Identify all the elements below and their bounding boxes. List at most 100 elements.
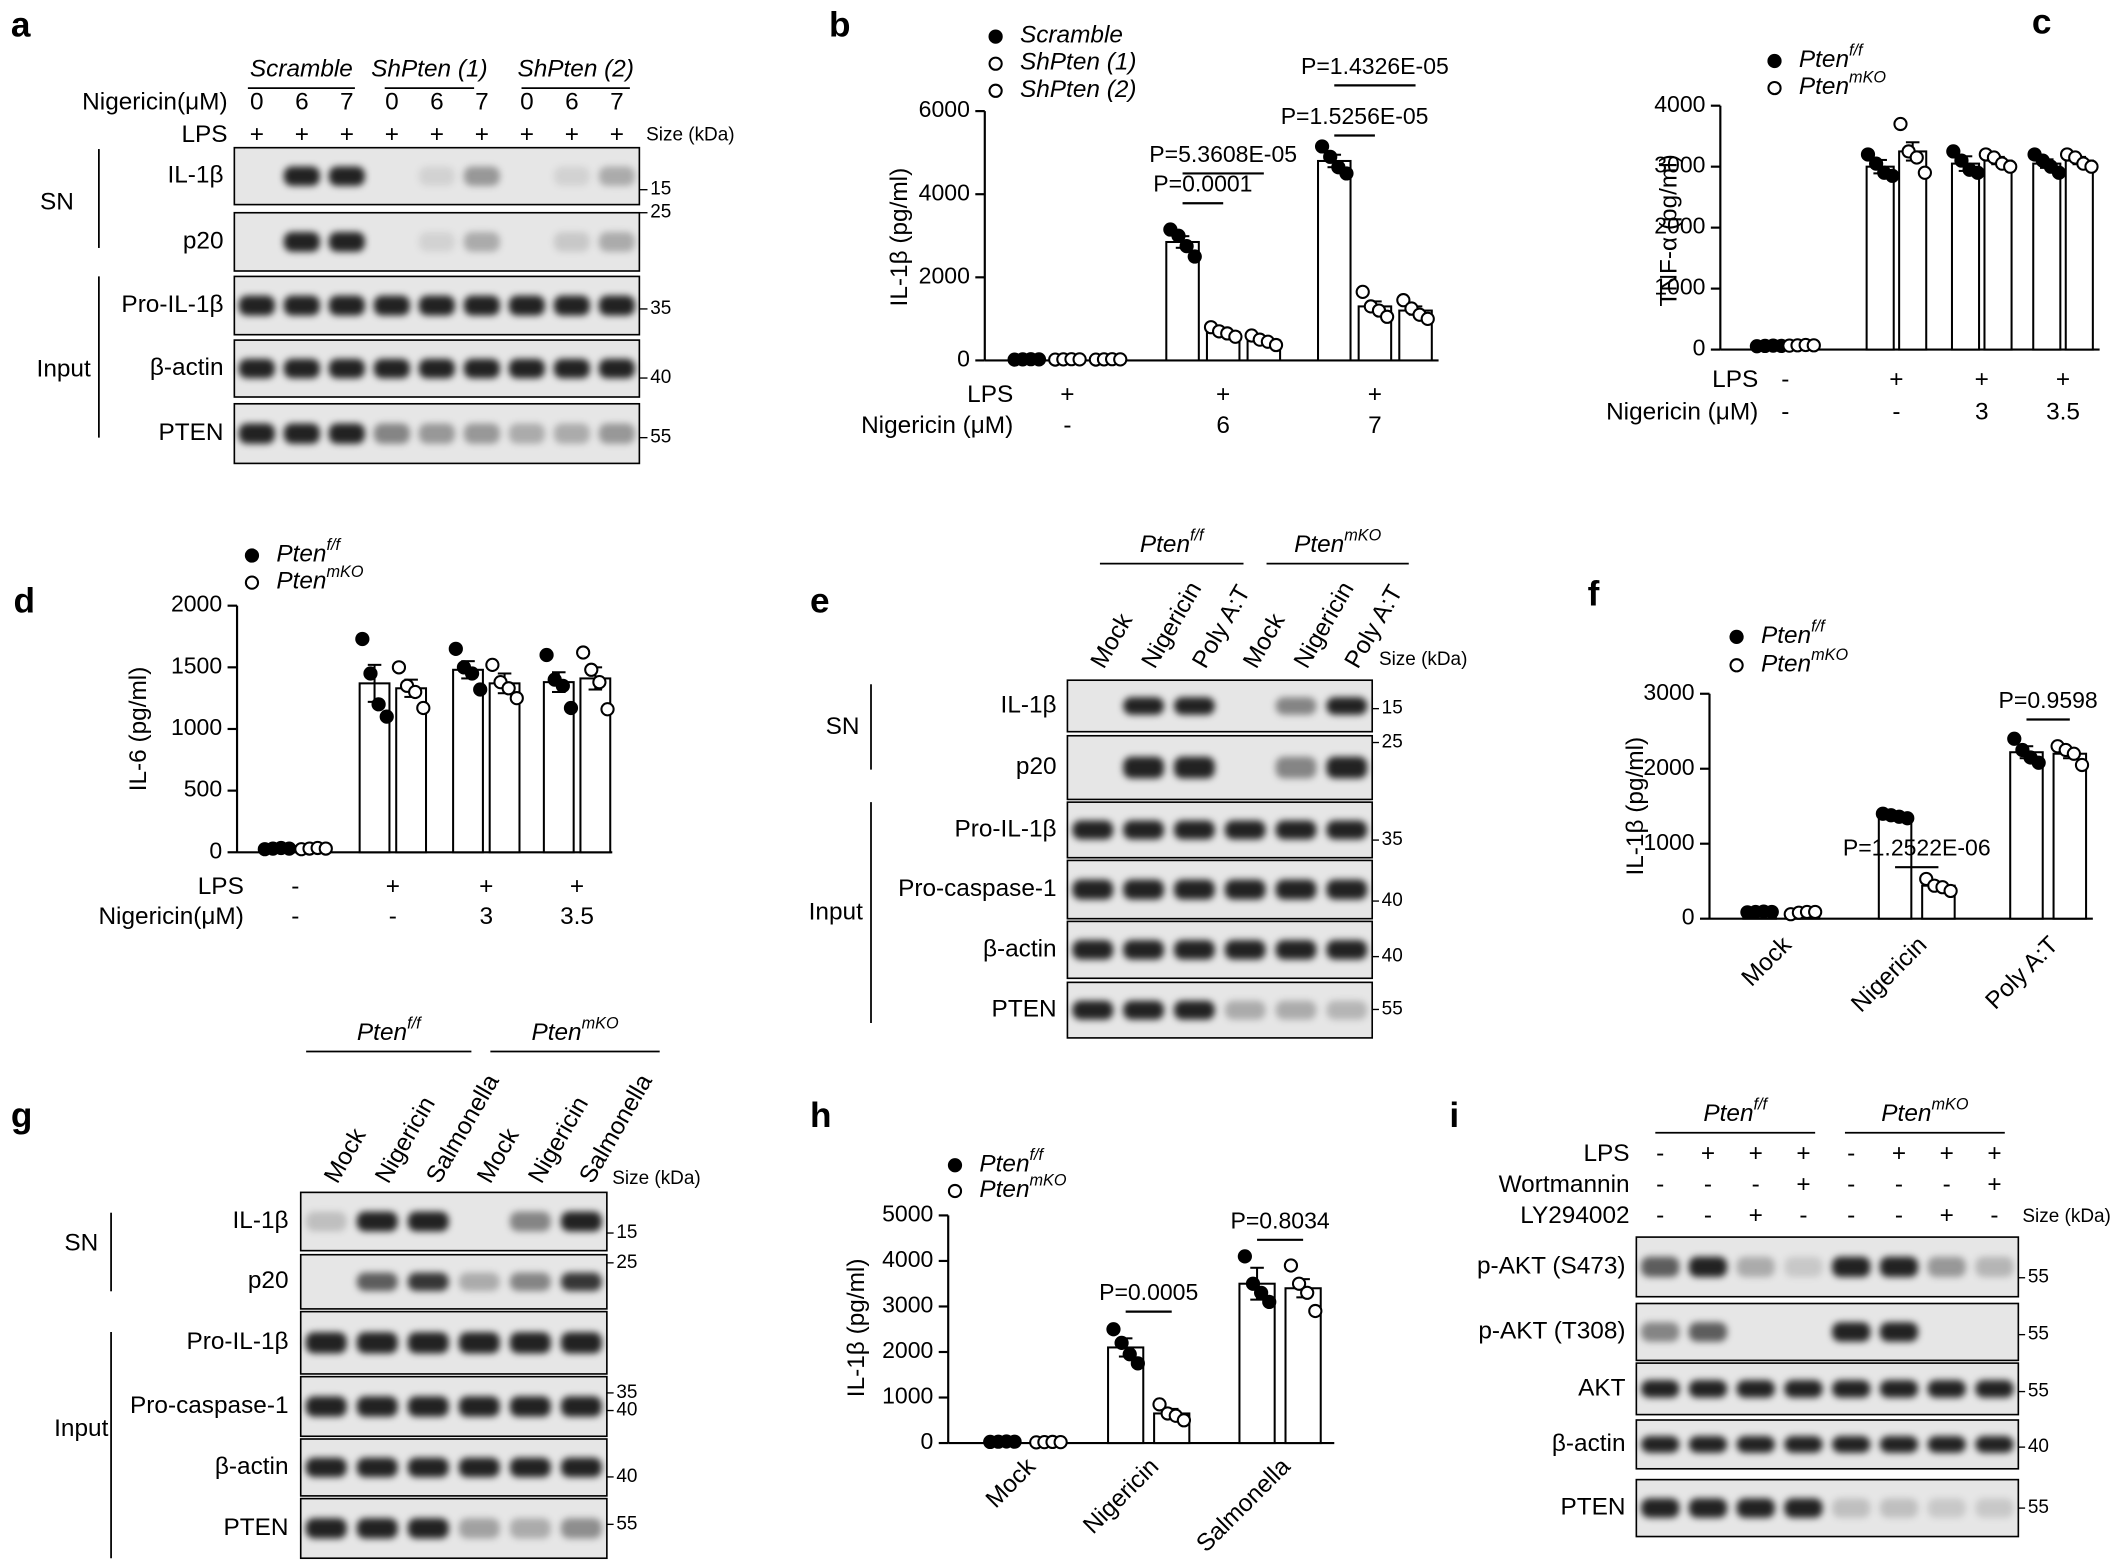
condition-value: + [1796, 1140, 1810, 1167]
row-label: p20 [1016, 753, 1057, 780]
band [328, 423, 365, 444]
size-label: Size (kDa) [612, 1168, 700, 1189]
group-label-superscript: f/f [407, 1015, 422, 1033]
band [1879, 1322, 1919, 1342]
condition-value: - [1656, 1202, 1664, 1229]
band [1927, 1498, 1966, 1518]
legend-label-name: Pten [1799, 46, 1849, 73]
band [1224, 879, 1266, 900]
y-tick-label: 0 [1682, 904, 1695, 930]
group-label-name: ShPten (2) [517, 56, 634, 83]
legend-label: Ptenf/f [1761, 618, 1826, 650]
lane-label: Mock [1086, 608, 1139, 673]
y-axis-label: TNF-α (pg/ml) [1656, 154, 1683, 306]
data-point [1053, 1435, 1068, 1450]
band [560, 1211, 602, 1232]
row-label: Pro-caspase-1 [130, 1392, 288, 1419]
band [1072, 820, 1114, 840]
legend-label-superscript: mKO [1030, 1172, 1067, 1190]
y-tick-label: 0 [921, 1428, 934, 1454]
y-tick-label: 4000 [882, 1246, 933, 1272]
band [458, 1518, 500, 1539]
group-label-name: Pten [531, 1019, 581, 1046]
data-point [1254, 1285, 1269, 1300]
row-label: PTEN [992, 996, 1057, 1023]
legend-label-superscript: f/f [1030, 1146, 1045, 1164]
condition-value: + [1892, 1140, 1906, 1167]
blot-strip [1066, 859, 1374, 920]
band [560, 1332, 602, 1354]
row-label: p20 [183, 227, 224, 254]
condition-value: - [1847, 1202, 1855, 1229]
band [598, 423, 635, 444]
band [1927, 1256, 1966, 1278]
band [418, 358, 455, 379]
group-label: Ptenf/f [1140, 527, 1205, 559]
group-label-name: Pten [1881, 1101, 1931, 1128]
band [1736, 1380, 1775, 1398]
band [1174, 697, 1215, 715]
x-tick-label: Nigericin [1078, 1453, 1164, 1539]
row-label: IL-1β [167, 162, 223, 189]
band [1832, 1380, 1871, 1398]
condition-label: Wortmannin [1499, 1171, 1630, 1198]
band [1975, 1436, 2014, 1453]
group-label-name: ShPten (1) [371, 56, 488, 83]
band [1975, 1498, 2014, 1518]
row-label: PTEN [159, 419, 224, 446]
panel-letter: a [11, 5, 31, 44]
condition-label: LPS [967, 381, 1013, 408]
band [463, 295, 500, 316]
data-point [1262, 1294, 1277, 1310]
band [283, 295, 320, 316]
y-tick-label: 3000 [882, 1292, 933, 1318]
legend-marker [988, 56, 1003, 71]
y-axis-label: IL-1β (pg/ml) [1622, 737, 1649, 876]
data-point [408, 684, 423, 700]
band [407, 1457, 449, 1478]
y-tick-label: 3000 [1643, 679, 1694, 705]
band [283, 358, 320, 379]
legend-marker [947, 1183, 963, 1199]
band [463, 166, 500, 186]
legend-label: PtenmKO [979, 1172, 1067, 1204]
band [1123, 940, 1164, 960]
band [458, 1396, 500, 1417]
condition-value: + [1368, 381, 1382, 408]
size-marker: 40 [2028, 1436, 2049, 1457]
size-marker: 25 [1382, 732, 1403, 753]
band [560, 1457, 602, 1478]
band [1123, 697, 1164, 715]
condition-value: + [1975, 366, 1989, 393]
legend-label-superscript: mKO [1849, 69, 1886, 87]
section-label: Input [37, 355, 91, 382]
legend-marker [1729, 629, 1744, 644]
band [553, 295, 590, 316]
blot-strip [299, 1438, 608, 1497]
band [1275, 820, 1317, 840]
condition-label: Nigericin (μM) [861, 412, 1013, 439]
p-value: P=0.0005 [1099, 1279, 1198, 1305]
data-point [1245, 1276, 1261, 1291]
data-point [1379, 309, 1395, 324]
y-tick-label: 4000 [919, 179, 970, 205]
y-tick-label: 2000 [919, 262, 970, 288]
blot-strip [1066, 981, 1374, 1039]
band [1224, 1000, 1266, 1020]
condition-value: - [1704, 1202, 1712, 1229]
condition-value: + [1987, 1171, 2001, 1198]
p-value: P=0.8034 [1231, 1207, 1330, 1233]
condition-value: 7 [1368, 412, 1382, 439]
band [1641, 1498, 1680, 1518]
data-point [1031, 352, 1047, 367]
y-tick-label: 3000 [1654, 152, 1705, 178]
legend-marker [244, 548, 260, 563]
band [1736, 1498, 1775, 1518]
band [1275, 940, 1317, 960]
band [598, 231, 635, 252]
band [407, 1518, 449, 1539]
band [1326, 697, 1368, 715]
condition-label: LPS [1712, 366, 1758, 393]
condition-value: - [1656, 1140, 1664, 1167]
size-marker: 55 [2028, 1324, 2049, 1345]
